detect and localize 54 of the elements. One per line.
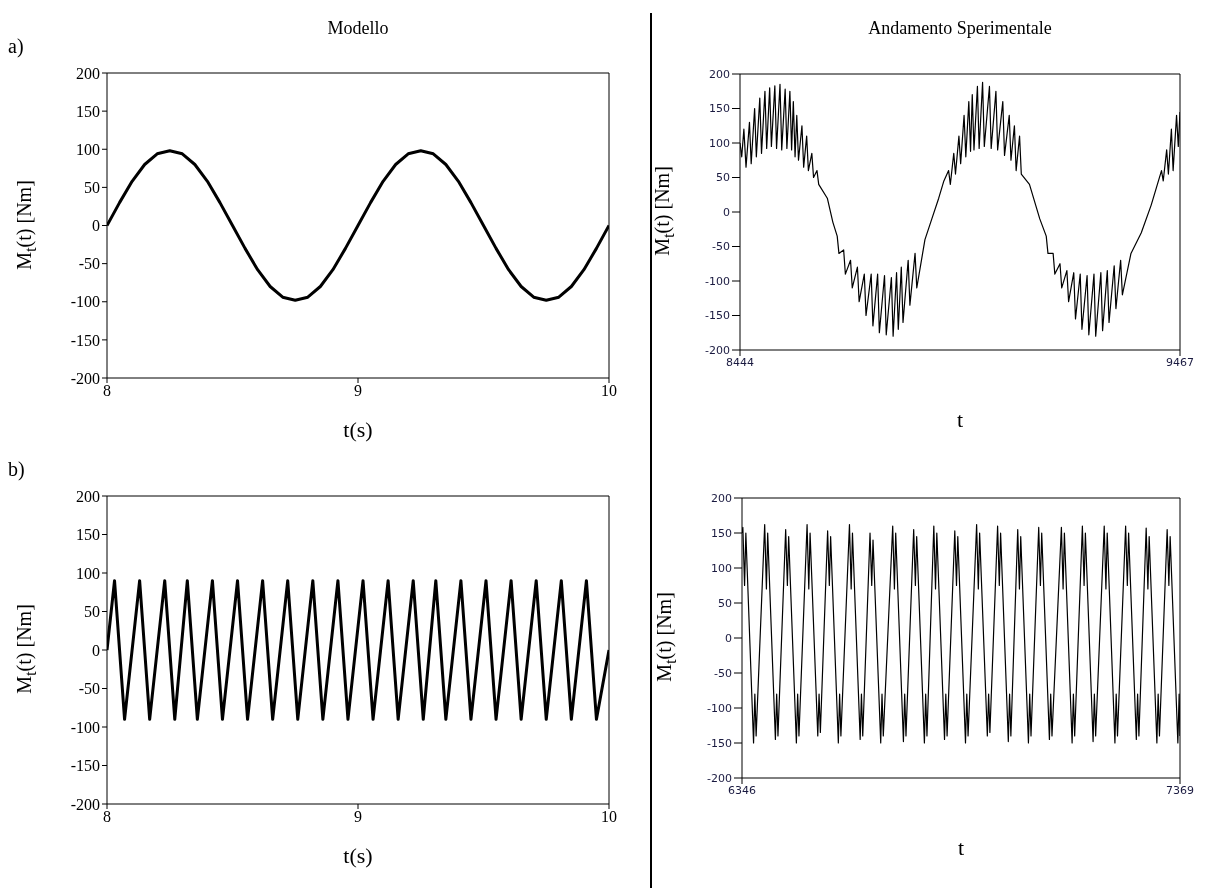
y-tick-label: -200 — [707, 771, 732, 785]
chart-title: Modello — [326, 18, 390, 39]
y-tick-label: 0 — [725, 631, 732, 645]
x-tick-label: 9 — [354, 808, 362, 826]
y-tick-label: 100 — [76, 140, 100, 158]
x-tick-label: 7369 — [1166, 783, 1194, 797]
y-tick-label: -100 — [707, 701, 732, 715]
y-tick-label: -100 — [705, 274, 730, 288]
y-tick-label: 50 — [716, 171, 730, 185]
y-tick-label: -200 — [705, 343, 730, 357]
y-tick-label: 150 — [76, 102, 100, 120]
y-tick-label: 50 — [84, 603, 100, 621]
y-tick-label: -150 — [707, 736, 732, 750]
x-tick-label: 9 — [354, 382, 362, 400]
y-tick-label: 200 — [76, 487, 100, 505]
chart-title: Andamento Sperimentale — [867, 18, 1053, 39]
y-tick-label: 0 — [92, 217, 100, 235]
y-tick-label: 100 — [76, 564, 100, 582]
y-tick-label: 200 — [711, 491, 732, 505]
x-tick-label: 8444 — [726, 355, 754, 369]
x-tick-label: 8 — [103, 382, 111, 400]
y-tick-label: -150 — [70, 757, 100, 775]
y-tick-label: 200 — [76, 64, 100, 82]
x-tick-label: 6346 — [728, 783, 756, 797]
text: b) — [8, 458, 25, 481]
y-tick-label: 100 — [709, 136, 730, 150]
x-axis-title: t(s) — [342, 843, 374, 869]
x-tick-label: 10 — [601, 382, 617, 400]
x-axis-title: t(s) — [342, 417, 374, 443]
y-tick-label: 150 — [76, 526, 100, 544]
y-tick-label: -200 — [70, 369, 100, 387]
y-tick-label: -100 — [70, 293, 100, 311]
y-tick-label: 0 — [92, 641, 100, 659]
y-tick-label: -50 — [78, 255, 100, 273]
y-tick-label: -50 — [714, 666, 732, 680]
y-tick-label: 100 — [711, 561, 732, 575]
y-tick-label: 200 — [709, 67, 730, 81]
x-axis-title: t — [956, 835, 966, 861]
y-tick-label: -150 — [70, 331, 100, 349]
x-tick-label: 9467 — [1166, 355, 1194, 369]
x-axis-title: t — [955, 407, 965, 433]
y-tick-label: 0 — [723, 205, 730, 219]
y-tick-label: -150 — [705, 309, 730, 323]
x-tick-label: 8 — [103, 808, 111, 826]
y-tick-label: -50 — [78, 680, 100, 698]
y-tick-label: 150 — [711, 526, 732, 540]
y-tick-label: 50 — [718, 596, 732, 610]
y-tick-label: 150 — [709, 102, 730, 116]
y-tick-label: 50 — [84, 179, 100, 197]
text: a) — [8, 35, 24, 58]
y-tick-label: -100 — [70, 718, 100, 736]
y-tick-label: -50 — [712, 240, 730, 254]
y-tick-label: -200 — [70, 795, 100, 813]
x-tick-label: 10 — [601, 808, 617, 826]
